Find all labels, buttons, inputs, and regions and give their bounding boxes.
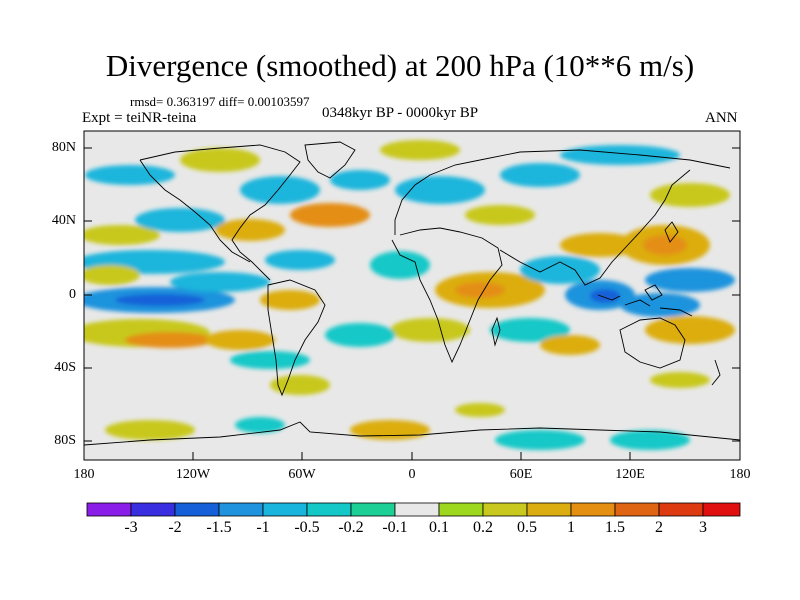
field-blob [455,282,505,298]
field-blob [645,316,735,344]
field-blob [465,205,535,225]
field-blob [380,140,460,160]
tick-marks [83,147,741,460]
field-blob [215,219,285,241]
field-blob [650,372,710,388]
field-blob [520,256,600,284]
field-blob [370,251,430,279]
field-blob [560,145,680,165]
field-blob [180,148,260,172]
field-blob [84,265,140,285]
field-blob [590,289,620,303]
field-blob [240,176,320,204]
field-blob [270,375,330,395]
field-blob [350,420,430,440]
lat-tick-label: 0 [69,287,76,302]
field-blob [650,183,730,207]
colorbar-label: -0.5 [294,519,320,536]
colorbar [86,502,741,517]
field-blob [135,208,225,232]
colorbar-label: -0.2 [338,519,364,536]
coastlines [84,141,740,446]
colorbar-swatch [570,502,616,517]
field-blob [325,323,395,347]
plot-title: Divergence (smoothed) at 200 hPa (10**6 … [105,48,695,83]
field-blob [115,294,205,306]
lon-tick-label: 120E [615,467,645,482]
field-blob [205,330,275,350]
colorbar-label: 0.5 [517,519,537,536]
field-blob [170,272,270,292]
lat-tick-label: 40N [51,213,76,228]
colorbar-swatch [86,502,132,517]
season-label: ANN [705,110,738,126]
colorbar-label: -1.5 [206,519,232,536]
colorbar-swatch [306,502,352,517]
colorbar-swatch [614,502,660,517]
field-blob [500,163,580,187]
divergence-field [84,131,740,460]
colorbar-label: -1 [256,519,270,536]
lat-tick-label: 80N [51,140,76,155]
lon-tick-label: 180 [729,467,751,482]
colorbar-label: -2 [168,519,182,536]
field-blob [265,250,335,270]
colorbar-swatch [350,502,396,517]
colorbar-label: 1 [567,519,575,536]
stats-line: rmsd= 0.363197 diff= 0.00103597 [130,94,310,109]
lon-tick-label: 180 [73,467,95,482]
period-label: 0348kyr BP - 0000kyr BP [322,105,479,121]
lon-tick-label: 60E [509,467,533,482]
colorbar-swatch [394,502,440,517]
field-blob [105,420,195,440]
field-blob [540,335,600,355]
colorbar-label: 0.1 [429,519,449,536]
colorbar-swatch [174,502,220,517]
colorbar-swatch [526,502,572,517]
field-blob [560,233,640,257]
colorbar-label: 3 [699,519,707,536]
experiment-label: Expt = teiNR-teina [82,110,197,126]
field-blob [490,318,570,342]
field-blob [645,268,735,292]
colorbar-swatch [262,502,308,517]
field-blob [84,225,160,245]
colorbar-label: 0.2 [473,519,493,536]
colorbar-swatch [218,502,264,517]
field-blob [455,403,505,417]
field-blob [643,235,687,255]
field-blob [260,290,320,310]
lat-tick-label: 80S [54,433,76,448]
field-blob [235,417,285,433]
field-blob [610,430,690,450]
field-blob [620,293,700,317]
colorbar-swatch [482,502,528,517]
lon-tick-label: 60W [288,467,316,482]
colorbar-label: -0.1 [382,519,408,536]
colorbar-label: -3 [124,519,138,536]
lat-tick-label: 40S [54,360,76,375]
field-blob [125,332,215,348]
colorbar-label: 2 [655,519,663,536]
field-blob [495,430,585,450]
field-blob [230,351,310,369]
colorbar-swatch [130,502,176,517]
field-blob [395,176,485,204]
colorbar-swatch [438,502,484,517]
colorbar-swatch [702,502,741,517]
field-blob [330,170,390,190]
colorbar-swatch [658,502,704,517]
lon-tick-label: 0 [408,467,416,482]
colorbar-label: 1.5 [605,519,625,536]
field-blob [390,318,470,342]
field-blob [290,203,370,227]
field-blob [85,165,175,185]
lon-tick-label: 120W [175,467,211,482]
